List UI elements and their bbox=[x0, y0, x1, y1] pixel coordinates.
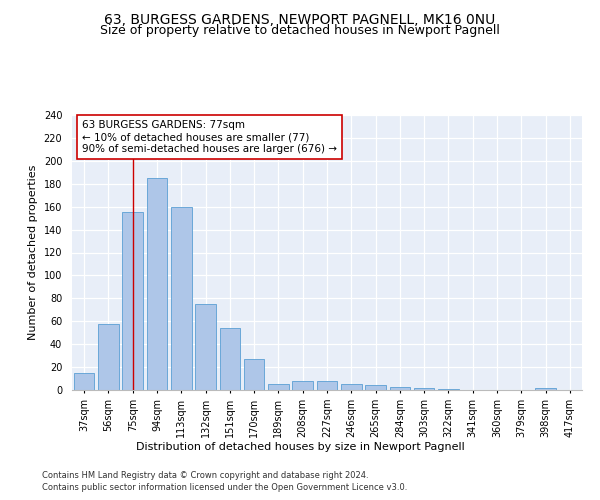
Bar bbox=[438, 389, 459, 390]
Bar bbox=[122, 212, 143, 390]
Text: Size of property relative to detached houses in Newport Pagnell: Size of property relative to detached ho… bbox=[100, 24, 500, 37]
Bar bbox=[414, 388, 434, 390]
Y-axis label: Number of detached properties: Number of detached properties bbox=[28, 165, 38, 340]
Bar bbox=[74, 373, 94, 390]
Bar bbox=[268, 384, 289, 390]
Bar bbox=[292, 381, 313, 390]
Bar bbox=[341, 384, 362, 390]
Bar bbox=[146, 178, 167, 390]
Bar bbox=[365, 386, 386, 390]
Bar bbox=[195, 304, 216, 390]
Bar bbox=[535, 388, 556, 390]
Text: Contains HM Land Registry data © Crown copyright and database right 2024.: Contains HM Land Registry data © Crown c… bbox=[42, 471, 368, 480]
Text: 63 BURGESS GARDENS: 77sqm
← 10% of detached houses are smaller (77)
90% of semi-: 63 BURGESS GARDENS: 77sqm ← 10% of detac… bbox=[82, 120, 337, 154]
Bar bbox=[220, 328, 240, 390]
Bar bbox=[171, 206, 191, 390]
Text: Distribution of detached houses by size in Newport Pagnell: Distribution of detached houses by size … bbox=[136, 442, 464, 452]
Bar bbox=[244, 359, 265, 390]
Text: 63, BURGESS GARDENS, NEWPORT PAGNELL, MK16 0NU: 63, BURGESS GARDENS, NEWPORT PAGNELL, MK… bbox=[104, 12, 496, 26]
Text: Contains public sector information licensed under the Open Government Licence v3: Contains public sector information licen… bbox=[42, 482, 407, 492]
Bar bbox=[389, 386, 410, 390]
Bar bbox=[317, 381, 337, 390]
Bar bbox=[98, 324, 119, 390]
